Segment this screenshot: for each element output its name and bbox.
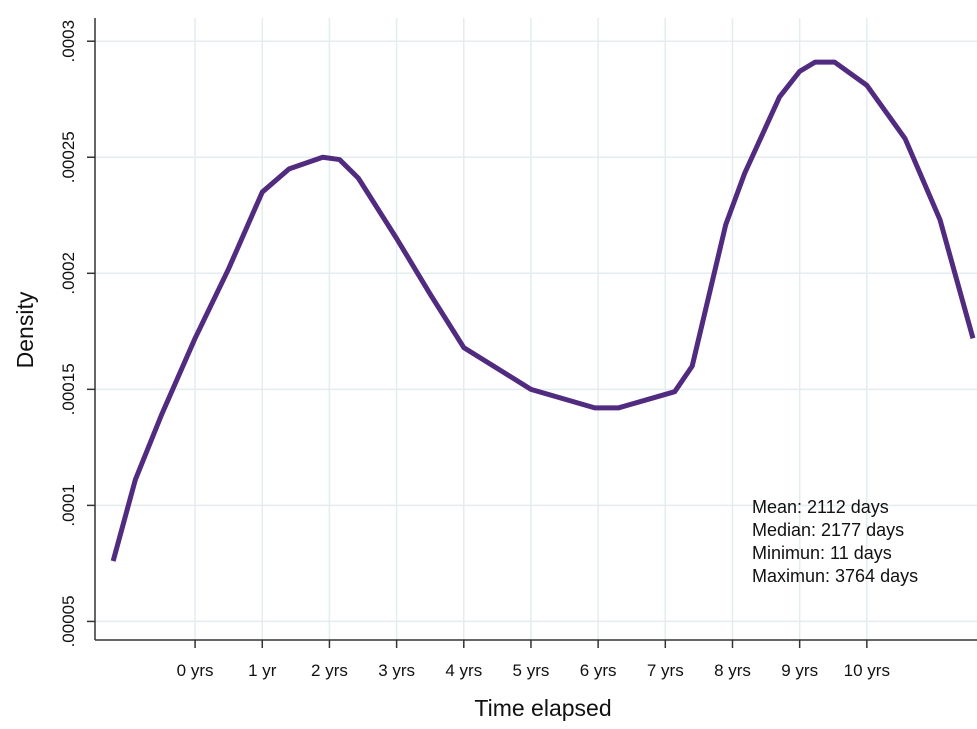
y-tick-label: .0003 — [59, 20, 78, 63]
annotation: Median: 2177 days — [752, 520, 904, 540]
x-tick-label: 7 yrs — [647, 661, 684, 680]
y-tick-label: .00025 — [59, 131, 78, 183]
y-tick-label: .0002 — [59, 252, 78, 295]
x-tick-label: 10 yrs — [844, 661, 890, 680]
y-tick-label: .0001 — [59, 484, 78, 527]
x-tick-label: 5 yrs — [513, 661, 550, 680]
x-tick-label: 3 yrs — [378, 661, 415, 680]
annotation: Mean: 2112 days — [752, 497, 889, 517]
annotation: Minimun: 11 days — [752, 543, 892, 563]
line-series — [110, 59, 976, 562]
x-tick-label: 1 yr — [248, 661, 277, 680]
x-tick-label: 4 yrs — [445, 661, 482, 680]
x-tick-label: 8 yrs — [714, 661, 751, 680]
y-tick-label: .00005 — [59, 595, 78, 647]
y-tick-label: .00015 — [59, 363, 78, 415]
x-tick-label: 2 yrs — [311, 661, 348, 680]
y-axis-title: Density — [12, 291, 38, 368]
x-tick-label: 0 yrs — [177, 661, 214, 680]
x-tick-label: 6 yrs — [580, 661, 617, 680]
x-tick-label: 9 yrs — [781, 661, 818, 680]
annotation: Maximun: 3764 days — [752, 566, 918, 586]
x-axis-title: Time elapsed — [474, 695, 611, 721]
